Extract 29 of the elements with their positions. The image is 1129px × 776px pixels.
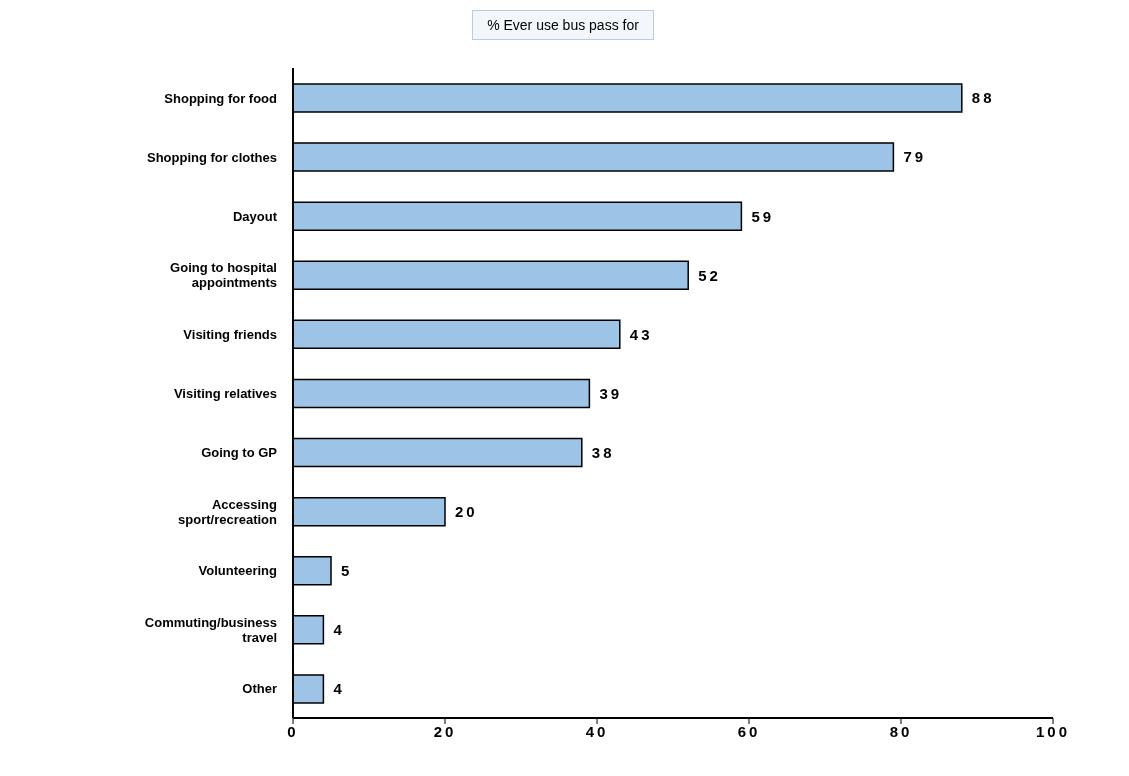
data-label: 59 <box>751 207 775 225</box>
x-tick-label: 60 <box>737 722 761 740</box>
chart-title: % Ever use bus pass for <box>472 10 654 40</box>
data-label: 43 <box>629 325 653 343</box>
y-tick-label: Dayout <box>232 208 278 224</box>
y-tick-label: Going to hospital appointments <box>170 259 277 290</box>
y-tick-label: Accessing sport/recreation <box>178 496 278 527</box>
y-tick-label: Other <box>242 680 277 696</box>
y-tick-label: Shopping for clothes <box>147 149 277 165</box>
y-tick-label: Visiting friends <box>183 326 277 342</box>
y-tick-label: Volunteering <box>198 562 278 578</box>
y-tick-label: Commuting/business travel <box>144 614 277 645</box>
data-label: 79 <box>903 148 927 166</box>
data-label: 39 <box>599 384 623 402</box>
y-tick-label: Shopping for food <box>164 90 278 106</box>
data-label: 38 <box>591 443 615 461</box>
x-tick-label: 100 <box>1035 722 1071 740</box>
data-label: 4 <box>333 621 345 639</box>
data-label: 52 <box>698 266 721 284</box>
x-tick-label: 0 <box>287 722 299 740</box>
x-tick-label: 80 <box>889 722 913 740</box>
y-tick-label: Going to GP <box>201 444 278 460</box>
data-label: 88 <box>971 89 995 107</box>
data-label: 20 <box>455 502 478 520</box>
y-tick-label: Visiting relatives <box>173 385 277 401</box>
data-label: 5 <box>341 562 353 580</box>
x-tick-label: 40 <box>585 722 609 740</box>
x-tick-label: 20 <box>433 722 457 740</box>
data-label: 4 <box>333 680 345 698</box>
